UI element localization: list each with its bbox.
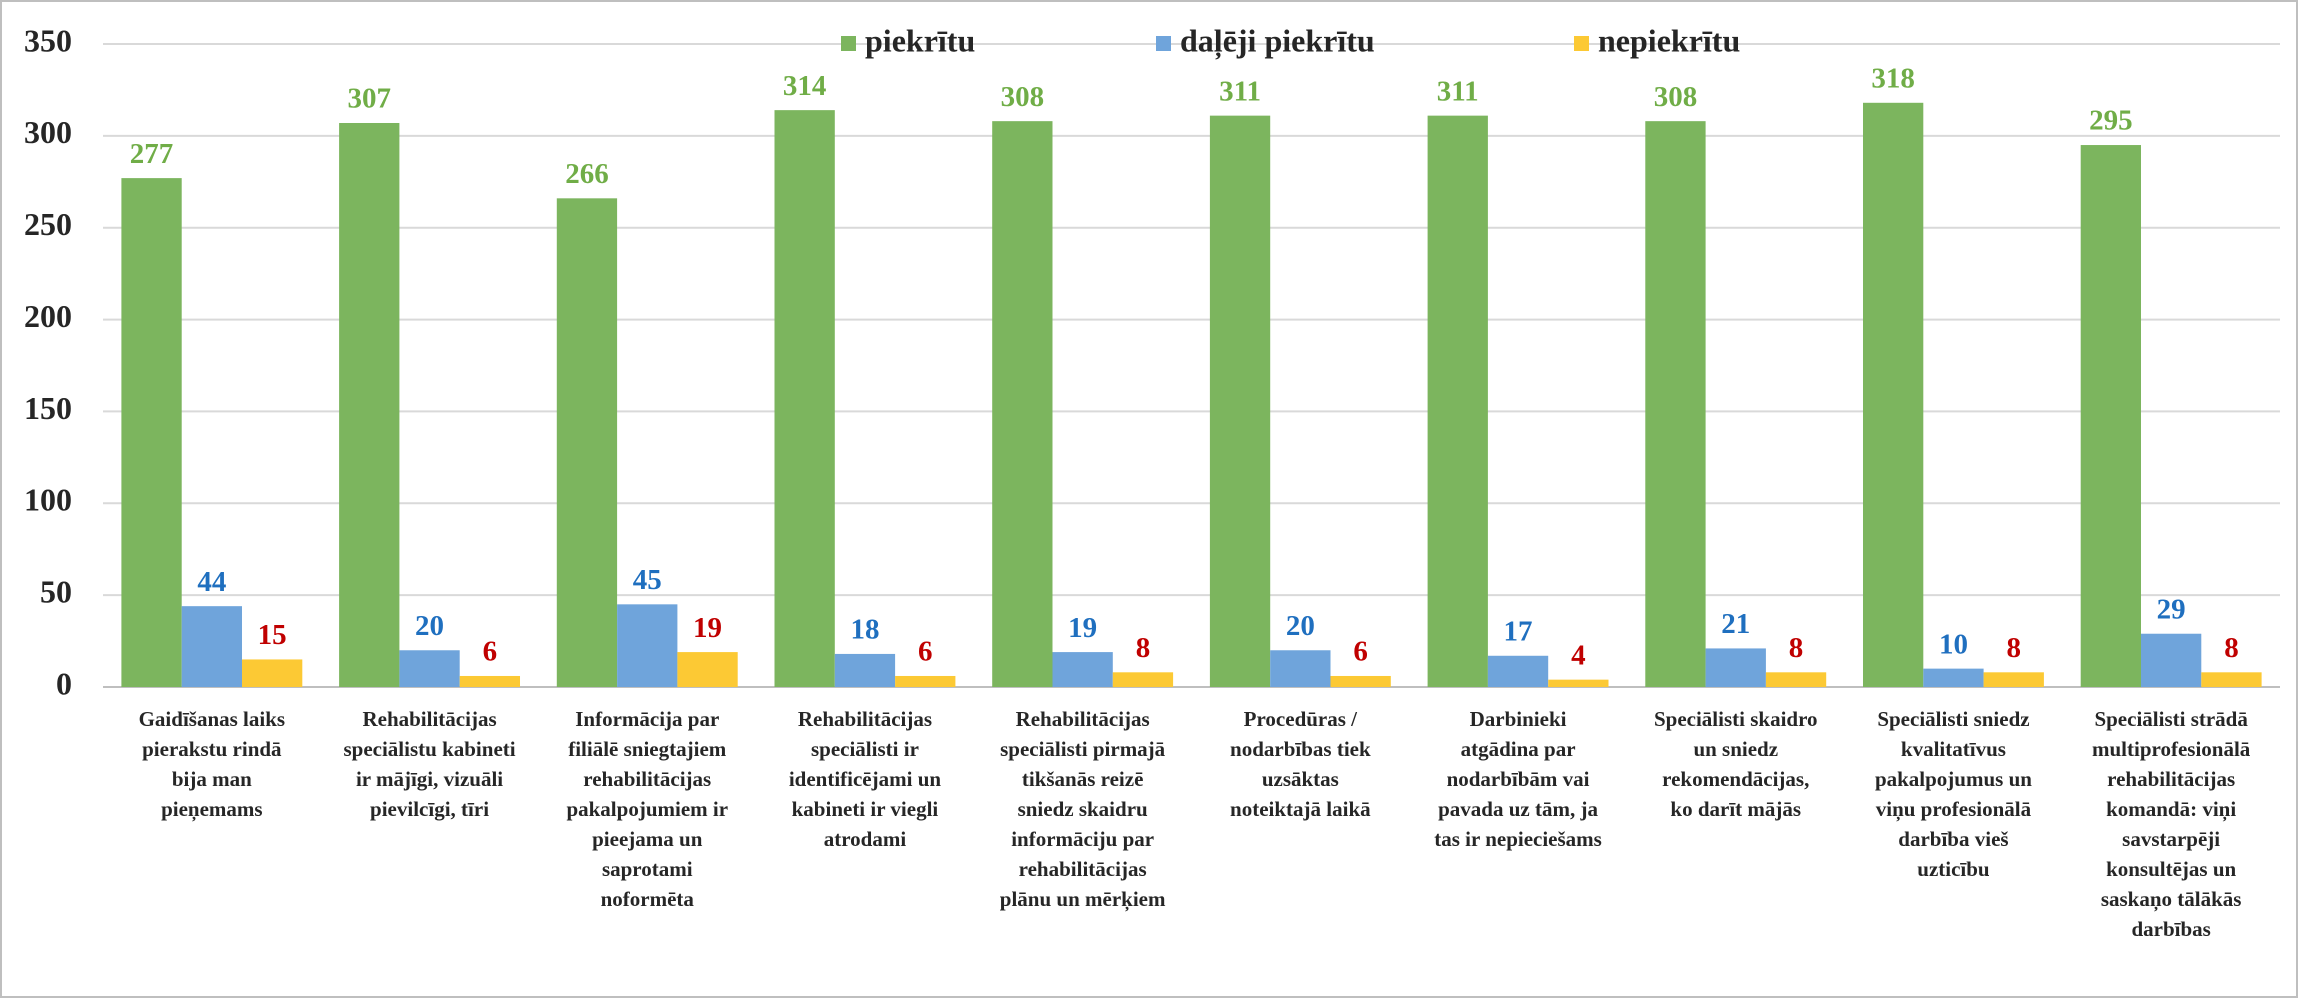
- legend-label: piekrītu: [865, 22, 975, 58]
- y-tick-label: 250: [24, 206, 72, 242]
- x-tick-label: Darbinieki atgādina par nodarbībām vai pava…: [1434, 707, 1602, 851]
- bar: [2140, 633, 2202, 687]
- data-label: 308: [1654, 81, 1698, 113]
- bar: [1209, 115, 1271, 688]
- x-tick-label: Gaidīšanas laiks pierakstu rindā bija man p…: [139, 707, 285, 822]
- bar: [1983, 672, 2044, 687]
- bar: [121, 178, 182, 687]
- y-tick-label: 50: [40, 573, 72, 609]
- data-label: 19: [693, 612, 722, 644]
- data-label: 17: [1504, 615, 1533, 647]
- data-label: 45: [633, 564, 662, 596]
- data-label: 6: [1353, 636, 1368, 668]
- legend-label: nepiekrītu: [1598, 22, 1740, 58]
- data-label: 308: [1001, 81, 1045, 113]
- legend-swatch: [1156, 36, 1171, 51]
- y-tick-label: 200: [24, 298, 72, 334]
- bar: [1862, 102, 1924, 687]
- bar: [834, 653, 896, 687]
- x-tick-label: Speciālisti strādā multiprofesionālā rehab…: [2092, 707, 2251, 941]
- data-label: 20: [1286, 610, 1315, 642]
- data-label: 20: [415, 610, 444, 642]
- y-tick-label: 350: [24, 22, 72, 58]
- bar: [617, 604, 678, 687]
- bar: [1705, 648, 1766, 687]
- bar: [1052, 652, 1113, 687]
- bar: [895, 675, 956, 687]
- data-label: 6: [918, 636, 933, 668]
- legend-label: daļēji piekrītu: [1180, 22, 1375, 59]
- bar: [1765, 672, 1827, 687]
- bar: [992, 121, 1053, 687]
- data-label: 318: [1871, 62, 1915, 94]
- y-tick-label: 100: [24, 482, 72, 518]
- bar: [459, 675, 521, 687]
- y-tick-label: 300: [24, 114, 72, 150]
- bar: [242, 659, 303, 687]
- legend-swatch: [1574, 36, 1589, 51]
- bar: [677, 652, 738, 687]
- data-label: 18: [850, 614, 879, 646]
- bar: [1112, 672, 1174, 687]
- bar: [1645, 121, 1706, 687]
- bar: [1427, 115, 1488, 688]
- bar: [774, 110, 835, 687]
- x-tick-label: Procedūras / nodarbības tiek uzsāktas notei…: [1230, 707, 1371, 821]
- data-label: 8: [2007, 632, 2022, 664]
- data-label: 266: [565, 158, 609, 190]
- bar: [1270, 650, 1331, 687]
- data-label: 295: [2089, 105, 2133, 137]
- data-label: 277: [130, 138, 174, 170]
- y-tick-label: 0: [56, 665, 72, 701]
- x-tick-label: Rehabilitācijas speciālisti pirmajā tikšan…: [1000, 707, 1166, 912]
- data-label: 21: [1721, 608, 1750, 640]
- legend-swatch: [841, 36, 856, 51]
- data-label: 6: [483, 636, 498, 668]
- x-tick-label: Speciālisti skaidro un sniedz rekomendācij…: [1654, 707, 1818, 821]
- bar: [1487, 655, 1549, 687]
- bar: [339, 122, 400, 688]
- bar: [2080, 145, 2141, 688]
- data-label: 4: [1571, 639, 1586, 671]
- data-label: 44: [197, 566, 226, 598]
- bar: [1330, 675, 1391, 687]
- data-label: 10: [1939, 628, 1968, 660]
- bar: [556, 198, 618, 687]
- bar: [399, 650, 460, 687]
- data-label: 314: [783, 70, 827, 102]
- x-tick-label: Speciālisti sniedz kvalitatīvus pakalpojum…: [1875, 707, 2032, 881]
- data-label: 311: [1219, 75, 1261, 107]
- data-label: 8: [1136, 632, 1151, 664]
- x-tick-label: Rehabilitācijas speciālistu kabineti ir mā…: [343, 707, 515, 821]
- y-tick-label: 150: [24, 390, 72, 426]
- data-label: 15: [258, 619, 287, 651]
- bar: [2201, 672, 2262, 687]
- data-label: 8: [2224, 632, 2239, 664]
- data-label: 8: [1789, 632, 1804, 664]
- bar: [1548, 679, 1609, 687]
- data-label: 29: [2157, 593, 2186, 625]
- data-label: 311: [1437, 75, 1479, 107]
- x-tick-label: Informācija par filiālē sniegtajiem rehabi…: [566, 707, 728, 911]
- bar: [181, 606, 243, 687]
- data-label: 307: [347, 83, 391, 115]
- x-tick-label: Rehabilitācijas speciālisti ir identificēj…: [789, 707, 942, 851]
- bar: [1923, 668, 1984, 687]
- data-label: 19: [1068, 612, 1097, 644]
